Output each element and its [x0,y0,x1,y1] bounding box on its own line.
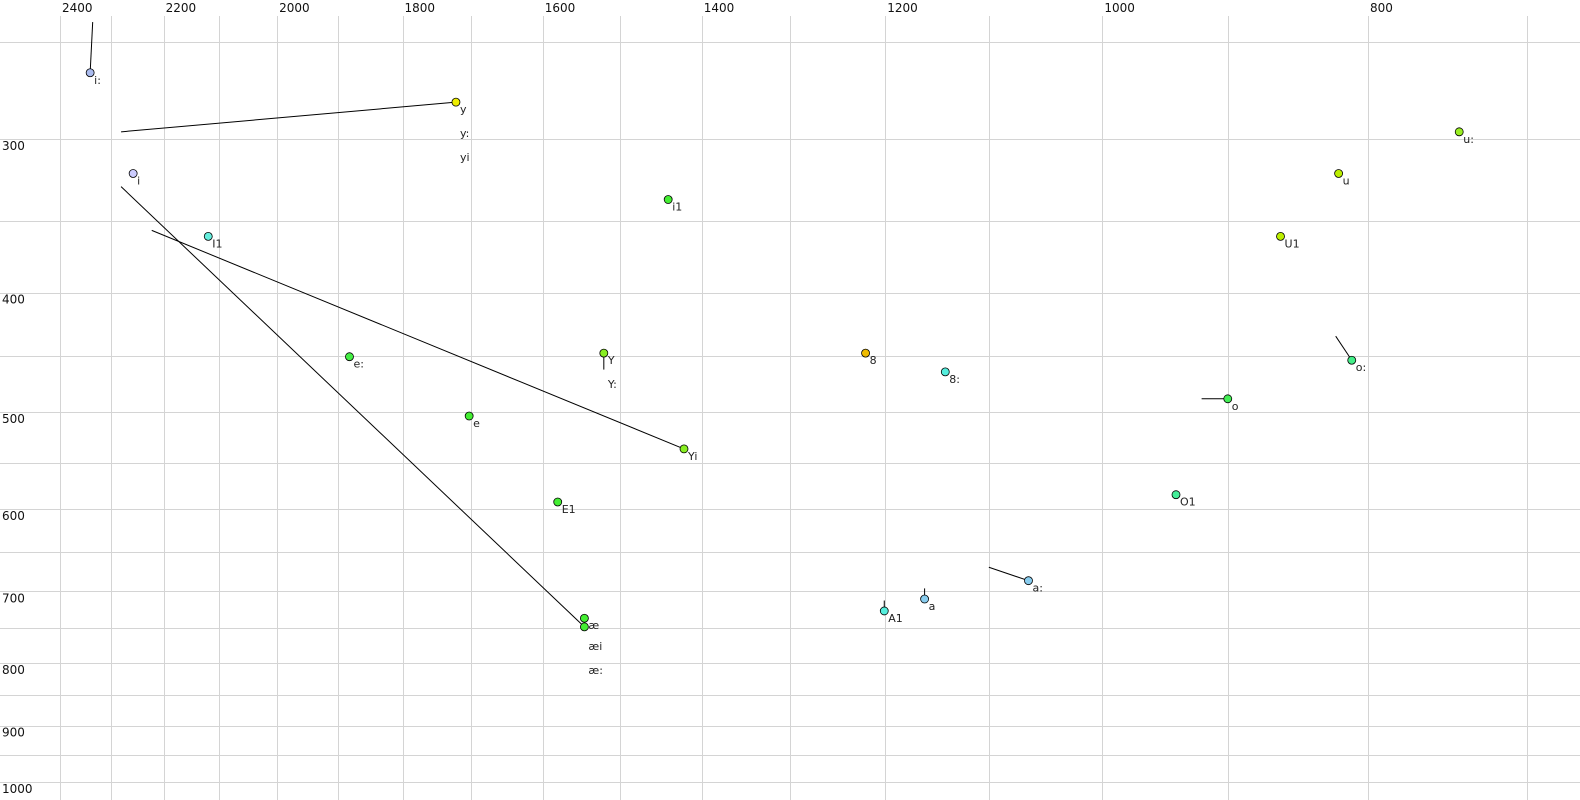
vowel-point [345,352,354,362]
x-tick-label: 1800 [405,1,436,15]
vowel-point [1276,231,1285,241]
vowel-point [1347,355,1357,365]
formant-track [121,101,456,133]
vowel-label: U1 [1285,237,1300,250]
vowel-label: Y: [607,378,617,391]
vowel-point [1454,127,1464,137]
x-tick-label: 1000 [1104,1,1135,15]
vowel-label: O1 [1180,496,1196,509]
vowel-point [451,97,461,107]
y-tick-label: 400 [2,293,25,307]
vowel-point [128,169,138,178]
vowel-point [1223,394,1233,404]
vowel-point [663,195,673,204]
vowel-label: i: [94,74,101,87]
vowel-label: i1 [672,201,682,214]
y-tick-label: 300 [2,139,25,153]
x-tick-label: 1600 [545,1,576,15]
vowel-label: 8: [949,373,960,386]
formant-track [1335,335,1353,361]
vowel-label: æi [588,640,602,653]
vowel-point [579,622,589,632]
vowel-point [1334,169,1344,178]
vowel-point [85,68,95,78]
y-tick-label: 1000 [2,782,33,796]
vowel-label: æ: [588,664,603,677]
vowel-label: E1 [562,503,576,516]
formant-track [89,22,94,73]
vowel-label: e [473,417,480,430]
formant-tracks [89,22,1353,628]
vowel-label: o [1232,400,1239,413]
vowel-label: a: [1032,582,1042,595]
formant-track [988,566,1029,582]
vowel-point [599,348,609,358]
vowel-point [940,367,950,377]
vowel-label: e: [353,358,363,371]
vowel-point [879,606,889,616]
vowel-point [679,444,689,454]
formant-track [120,186,585,628]
x-tick-label: 2400 [62,1,93,15]
y-tick-label: 800 [2,663,25,677]
y-tick-label: 500 [2,412,25,426]
y-tick-label: 600 [2,509,25,523]
vowel-points: i: y y: yi i I1 i1 e: Y Y: Yi e E1 æ æi æ: 8 8: A1 a a: O1 o o:… [85,68,1474,677]
vowel-label: y [460,103,467,116]
x-tick-label: 2000 [279,1,310,15]
vowel-point [579,613,589,623]
vowel-label: u: [1463,133,1474,146]
vowel-label: u [1343,174,1350,187]
vowel-label: A1 [888,612,903,625]
vowel-label: yi [460,151,470,164]
vowel-label: Yi [687,450,697,463]
vowel-label: 8 [870,354,877,367]
vowel-label: Y [607,354,615,367]
vowel-point [1024,576,1033,586]
vowel-label: æ [588,619,599,632]
vowel-label: I1 [212,237,222,250]
tick-labels: 2400 2200 2000 1800 1600 1400 1200 1000 800 300 40… [2,1,1393,796]
vowel-point [464,411,474,421]
x-tick-label: 1200 [887,1,918,15]
x-tick-label: 800 [1370,1,1393,15]
vowel-label: o: [1356,361,1366,374]
vowel-point [553,497,563,507]
grid [0,16,1580,800]
y-tick-label: 900 [2,726,25,740]
y-tick-label: 700 [2,591,25,605]
vowel-label: a [929,600,936,613]
vowel-point [920,594,929,604]
x-tick-label: 2200 [166,1,197,15]
x-tick-label: 1400 [704,1,735,15]
vowel-point [861,348,870,358]
vowel-label: y: [460,127,469,140]
vowel-point [203,231,213,241]
vowel-label: i [137,174,140,187]
formant-track [151,229,685,450]
vowel-point [1171,490,1181,500]
